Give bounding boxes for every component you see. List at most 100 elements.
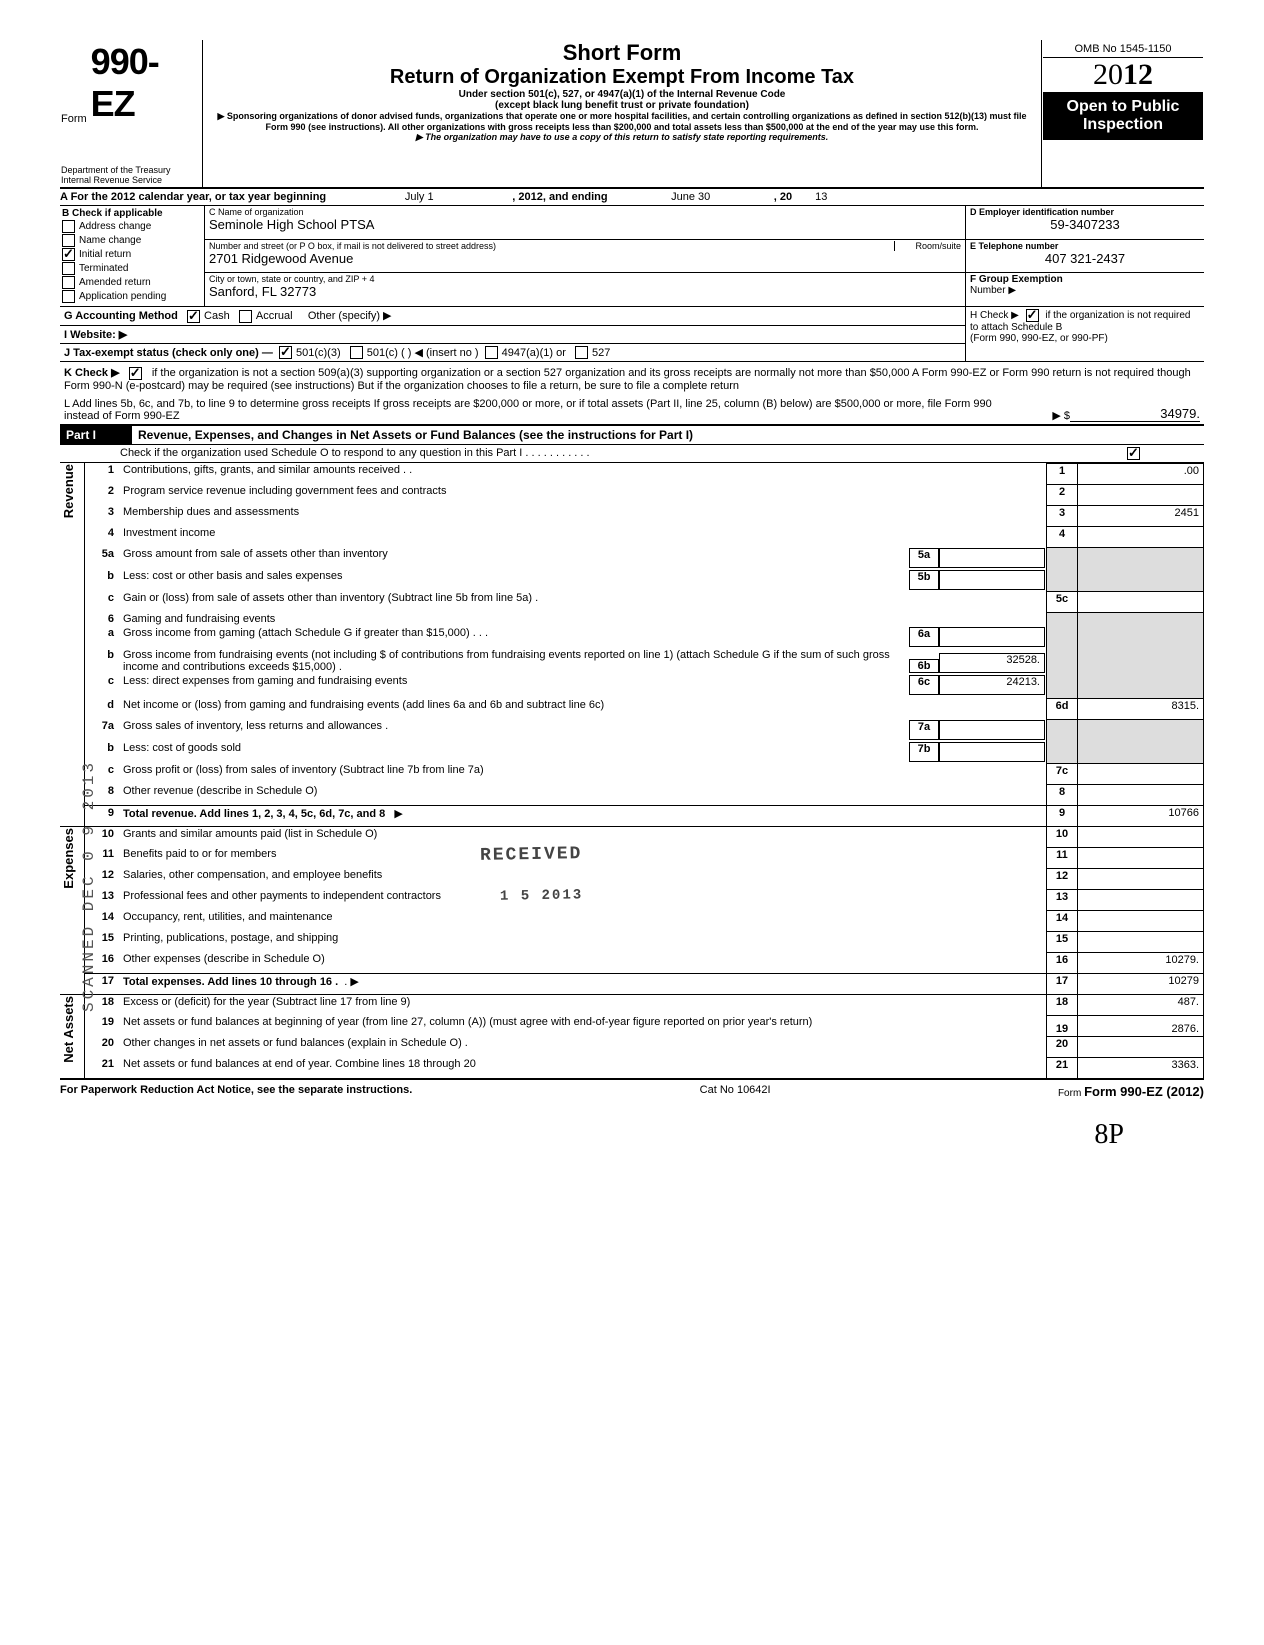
- l16-val: 10279.: [1078, 952, 1204, 973]
- l7c-desc: Gross profit or (loss) from sales of inv…: [122, 763, 1047, 784]
- line-a-begin: July 1: [329, 191, 509, 203]
- section-e-label: E Telephone number: [970, 241, 1200, 251]
- l17-desc: Total expenses. Add lines 10 through 16 …: [123, 976, 338, 988]
- l19-desc: Net assets or fund balances at beginning…: [122, 1015, 1047, 1036]
- section-l-text: L Add lines 5b, 6c, and 7b, to line 9 to…: [64, 398, 1010, 422]
- section-k-checkbox[interactable]: [129, 367, 142, 380]
- l12-desc: Salaries, other compensation, and employ…: [122, 868, 1047, 889]
- expenses-label: Expenses: [61, 828, 76, 889]
- l6-num: 6: [85, 612, 123, 626]
- part1-title: Revenue, Expenses, and Changes in Net As…: [132, 426, 1204, 444]
- l13-box: 13: [1047, 889, 1078, 910]
- short-form-title: Short Form: [213, 40, 1031, 66]
- section-l-value: 34979.: [1070, 406, 1200, 422]
- section-b-item: Address change: [62, 220, 202, 233]
- 501c3-checkbox[interactable]: [279, 346, 292, 359]
- section-b-checkbox[interactable]: [62, 248, 75, 261]
- 501c-checkbox[interactable]: [350, 346, 363, 359]
- dept-2: Internal Revenue Service: [61, 175, 201, 185]
- footer-right: Form Form 990-EZ (2012): [1058, 1084, 1204, 1099]
- j-opt3: 4947(a)(1) or: [502, 347, 566, 359]
- part1-header: Part I Revenue, Expenses, and Changes in…: [60, 426, 1204, 445]
- l3-val: 2451: [1078, 505, 1204, 526]
- line-a-text: A For the 2012 calendar year, or tax yea…: [60, 191, 326, 203]
- l2-box: 2: [1047, 484, 1078, 505]
- l17-val: 10279: [1078, 973, 1204, 994]
- l21-desc: Net assets or fund balances at end of ye…: [122, 1057, 1047, 1079]
- part1-label: Part I: [60, 426, 132, 444]
- gray-7: [1047, 719, 1078, 763]
- main-title: Return of Organization Exempt From Incom…: [213, 66, 1031, 89]
- accrual-checkbox[interactable]: [239, 310, 252, 323]
- section-l-arrow: ▶ $: [1010, 409, 1070, 422]
- l19-num: 19: [85, 1015, 123, 1036]
- gray-6-val: [1078, 612, 1204, 698]
- section-b-checkbox[interactable]: [62, 262, 75, 275]
- l3-desc: Membership dues and assessments: [122, 505, 1047, 526]
- l16-box: 16: [1047, 952, 1078, 973]
- l2-desc: Program service revenue including govern…: [122, 484, 1047, 505]
- section-b-label: Amended return: [79, 277, 151, 288]
- l14-box: 14: [1047, 910, 1078, 931]
- open-to-public: Open to Public Inspection: [1043, 92, 1203, 140]
- l7b-innerval: [939, 742, 1045, 762]
- section-f-label: F Group Exemption: [970, 274, 1200, 285]
- l10-desc: Grants and similar amounts paid (list in…: [122, 826, 1047, 847]
- l20-val: [1078, 1036, 1204, 1057]
- l9-val: 10766: [1078, 805, 1204, 826]
- l7a-box: 7a: [909, 720, 939, 740]
- l11-box: 11: [1047, 847, 1078, 868]
- l6b-box: 6b: [909, 659, 939, 673]
- l15-desc: Printing, publications, postage, and shi…: [122, 931, 1047, 952]
- section-b-checkbox[interactable]: [62, 220, 75, 233]
- line-a-end: June 30: [611, 191, 771, 203]
- l5b-desc: Less: cost or other basis and sales expe…: [123, 570, 909, 590]
- part1-check-row: Check if the organization used Schedule …: [60, 445, 1204, 463]
- l4-box: 4: [1047, 526, 1078, 547]
- l9-box: 9: [1047, 805, 1078, 826]
- l20-num: 20: [85, 1036, 123, 1057]
- year-prefix: 20: [1093, 58, 1123, 91]
- section-h-text3: (Form 990, 990-EZ, or 990-PF): [970, 333, 1108, 344]
- lines-table: Revenue 1 Contributions, gifts, grants, …: [60, 463, 1204, 1080]
- 4947-checkbox[interactable]: [485, 346, 498, 359]
- received-date-stamp: 1 5 2013: [500, 887, 583, 904]
- section-c-name-label: C Name of organization: [209, 207, 961, 217]
- l13-val: [1078, 889, 1204, 910]
- section-j-label: J Tax-exempt status (check only one) —: [64, 347, 273, 359]
- section-b-item: Initial return: [62, 248, 202, 261]
- j-opt4: 527: [592, 347, 610, 359]
- l6d-box: 6d: [1047, 698, 1078, 719]
- subtitle-1: Under section 501(c), 527, or 4947(a)(1)…: [213, 89, 1031, 100]
- room-label: Room/suite: [894, 241, 961, 251]
- 527-checkbox[interactable]: [575, 346, 588, 359]
- section-b-checkbox[interactable]: [62, 276, 75, 289]
- l7c-box: 7c: [1047, 763, 1078, 784]
- section-b-checkbox[interactable]: [62, 290, 75, 303]
- l7b-desc: Less: cost of goods sold: [123, 742, 909, 762]
- l6a-innerval: [939, 627, 1045, 647]
- gray-5-val: [1078, 547, 1204, 591]
- initials: 8P: [60, 1119, 1204, 1151]
- tax-year: 2012: [1043, 58, 1203, 92]
- l8-desc: Other revenue (describe in Schedule O): [122, 784, 1047, 805]
- l7c-val: [1078, 763, 1204, 784]
- section-b-label: Application pending: [79, 291, 166, 302]
- schedule-o-checkbox[interactable]: [1127, 447, 1140, 460]
- l3-box: 3: [1047, 505, 1078, 526]
- l19-val: 2876.: [1078, 1015, 1204, 1036]
- l1-desc: Contributions, gifts, grants, and simila…: [122, 463, 1047, 484]
- l5c-box: 5c: [1047, 591, 1078, 612]
- footer-left: For Paperwork Reduction Act Notice, see …: [60, 1084, 412, 1099]
- l19-box: 19: [1047, 1015, 1078, 1036]
- schedule-b-checkbox[interactable]: [1026, 309, 1039, 322]
- section-b-item: Name change: [62, 234, 202, 247]
- l15-val: [1078, 931, 1204, 952]
- section-b-title: B Check if applicable: [62, 208, 163, 219]
- gray-6: [1047, 612, 1078, 698]
- cash-checkbox[interactable]: [187, 310, 200, 323]
- l3-num: 3: [85, 505, 123, 526]
- l5a-desc: Gross amount from sale of assets other t…: [123, 548, 909, 568]
- l6b-num: b: [85, 648, 123, 674]
- form-number-block: Form 990-EZ: [61, 41, 201, 125]
